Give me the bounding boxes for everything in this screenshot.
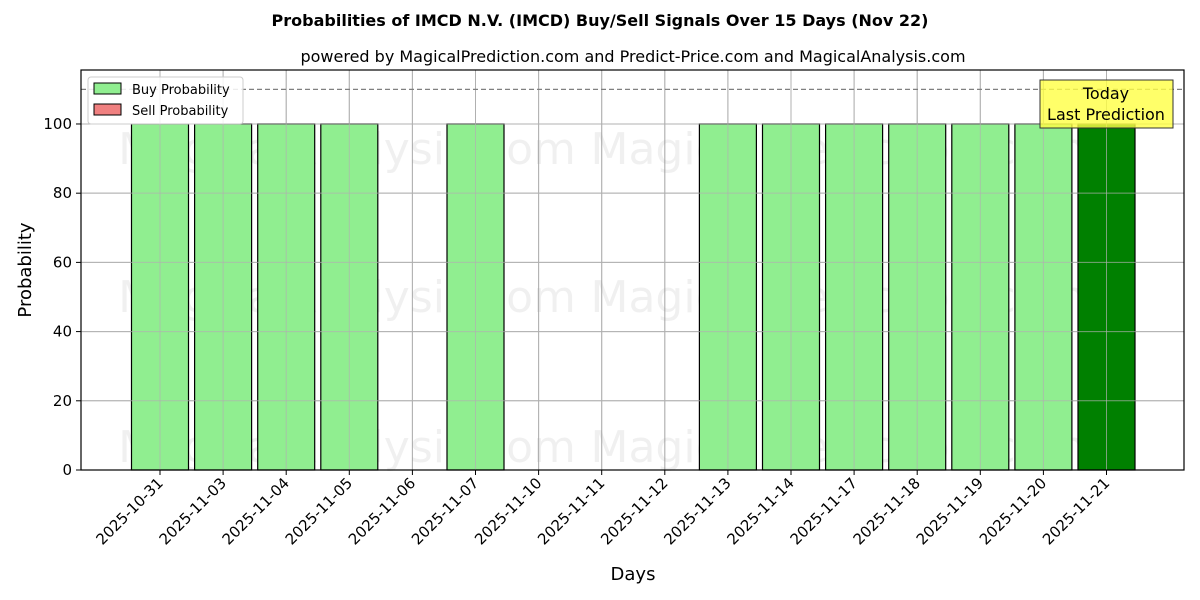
x-tick-label: 2025-11-20	[976, 474, 1050, 548]
legend-box	[87, 76, 244, 125]
legend-buy-label: Buy Probability	[132, 83, 230, 98]
x-tick-label: 2025-11-03	[156, 474, 230, 548]
x-tick-label: 2025-11-19	[913, 474, 987, 548]
x-tick-label: 2025-11-18	[850, 474, 924, 548]
y-tick-label: 40	[53, 323, 72, 341]
chart-subtitle: powered by MagicalPrediction.com and Pre…	[300, 47, 965, 66]
x-axis: 2025-10-312025-11-032025-11-042025-11-05…	[92, 470, 1113, 548]
y-tick-label: 60	[53, 253, 72, 271]
today-annotation: Today Last Prediction	[1039, 79, 1174, 129]
x-tick-label: 2025-11-06	[345, 474, 419, 548]
x-tick-label: 2025-11-10	[471, 474, 545, 548]
chart-title: Probabilities of IMCD N.V. (IMCD) Buy/Se…	[272, 11, 929, 30]
x-tick-label: 2025-11-05	[282, 474, 356, 548]
plot-frame	[80, 69, 1185, 471]
annotation-box	[1039, 79, 1174, 129]
y-tick-label: 80	[53, 184, 72, 202]
x-tick-label: 2025-11-11	[534, 474, 608, 548]
annotation-line-2: Last Prediction	[1047, 105, 1165, 124]
legend-sell-swatch	[93, 103, 122, 116]
y-tick-label: 20	[53, 392, 72, 410]
legend-buy-swatch	[93, 82, 122, 95]
x-tick-label: 2025-11-04	[219, 474, 293, 548]
x-tick-label: 2025-11-21	[1039, 474, 1113, 548]
y-tick-label: 0	[62, 461, 72, 479]
legend: Buy Probability Sell Probability	[87, 76, 244, 125]
x-tick-label: 2025-11-12	[597, 474, 671, 548]
x-tick-label: 2025-11-07	[408, 474, 482, 548]
legend-sell-label: Sell Probability	[132, 104, 229, 119]
y-axis-label: Probability	[15, 222, 36, 317]
x-tick-label: 2025-11-13	[660, 474, 734, 548]
x-tick-label: 2025-10-31	[92, 474, 166, 548]
annotation-line-1: Today	[1082, 84, 1129, 103]
y-tick-label: 100	[43, 115, 72, 133]
x-tick-label: 2025-11-14	[723, 474, 797, 548]
x-tick-label: 2025-11-17	[787, 474, 861, 548]
y-axis: 0 20 40 60 80 100	[43, 115, 81, 479]
bars	[81, 70, 1184, 471]
x-axis-label: Days	[611, 564, 656, 585]
